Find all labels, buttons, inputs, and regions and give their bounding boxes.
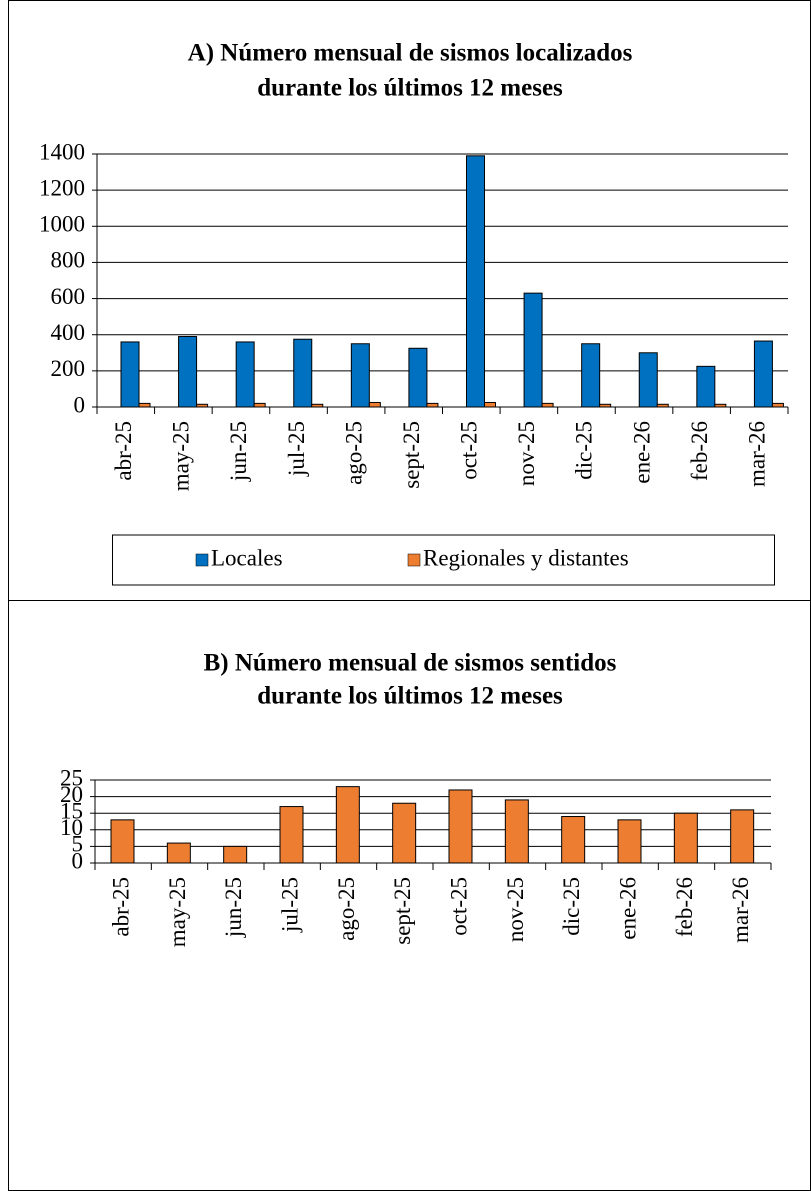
x-tick-label: abr-25 — [108, 877, 133, 937]
chart-title: A) Número mensual de sismos localizados — [188, 40, 633, 67]
x-tick-label: ago-25 — [341, 421, 366, 485]
bar — [120, 341, 140, 408]
chart-subtitle: durante los últimos 12 meses — [257, 683, 563, 710]
bar — [279, 806, 304, 864]
x-tick-label: mar-26 — [728, 877, 753, 943]
bar — [392, 802, 417, 864]
bar — [166, 842, 191, 864]
bar — [223, 845, 248, 864]
x-tick-label: sept-25 — [390, 877, 415, 945]
x-tick-label: oct-25 — [446, 877, 471, 936]
bar — [253, 402, 266, 408]
x-tick-label: dic-25 — [572, 421, 597, 480]
bar — [408, 347, 428, 408]
x-tick-label: ene-26 — [629, 421, 654, 484]
y-tick-label: 25 — [60, 765, 83, 790]
x-tick-label: jul-25 — [284, 421, 309, 477]
y-tick-label: 200 — [51, 356, 86, 381]
legend-box — [112, 534, 775, 586]
bar — [673, 812, 698, 864]
chart-title: B) Número mensual de sismos sentidos — [204, 650, 617, 677]
bar — [581, 343, 601, 408]
y-tick-label: 5 — [72, 832, 84, 857]
chart-subtitle: durante los últimos 12 meses — [257, 75, 563, 102]
y-tick-label: 15 — [60, 798, 83, 823]
x-tick-label: ago-25 — [334, 877, 359, 941]
bar — [771, 402, 784, 408]
x-tick-label: ene-26 — [615, 877, 640, 940]
x-tick-label: jun-25 — [221, 877, 246, 938]
x-tick-label: may-25 — [165, 877, 190, 947]
y-tick-label: 0 — [74, 392, 86, 417]
bar — [110, 819, 135, 864]
bar — [753, 340, 773, 408]
bar — [561, 816, 586, 864]
y-tick-label: 600 — [51, 284, 86, 309]
bar — [178, 336, 198, 408]
y-tick-label: 1200 — [39, 175, 85, 200]
x-tick-label: jul-25 — [277, 877, 302, 933]
x-tick-label: sept-25 — [399, 421, 424, 489]
y-tick-label: 0 — [72, 848, 84, 873]
legend-label: Locales — [211, 545, 283, 570]
bar — [541, 402, 554, 408]
bar — [523, 292, 543, 408]
x-tick-label: oct-25 — [457, 421, 482, 480]
bar — [638, 352, 658, 408]
bar — [335, 786, 360, 864]
bar — [448, 789, 473, 864]
y-tick-label: 1000 — [39, 212, 85, 237]
legend-swatch — [407, 553, 421, 567]
bar — [426, 402, 439, 408]
x-tick-label: feb-26 — [672, 877, 697, 937]
bar — [617, 819, 642, 864]
x-tick-label: dic-25 — [559, 877, 584, 936]
x-tick-label: nov-25 — [514, 421, 539, 486]
bar — [484, 401, 496, 408]
bar — [466, 155, 485, 408]
x-tick-label: jun-25 — [226, 421, 251, 482]
y-tick-label: 800 — [51, 248, 86, 273]
x-tick-label: nov-25 — [503, 877, 528, 942]
legend-swatch — [195, 553, 209, 567]
y-tick-label: 1400 — [39, 139, 85, 164]
bar — [235, 341, 255, 408]
x-tick-label: mar-26 — [744, 421, 769, 487]
bar — [350, 343, 370, 408]
y-tick-label: 10 — [60, 815, 83, 840]
bar — [368, 401, 381, 408]
y-tick-label: 400 — [51, 320, 86, 345]
x-tick-label: abr-25 — [111, 421, 136, 481]
y-tick-label: 20 — [60, 782, 83, 807]
bar — [138, 402, 151, 408]
x-tick-label: may-25 — [169, 421, 194, 491]
bar — [293, 338, 313, 408]
legend-label: Regionales y distantes — [423, 545, 629, 570]
bar — [504, 799, 529, 864]
bar — [730, 809, 755, 864]
x-tick-label: feb-26 — [687, 421, 712, 481]
bar — [696, 365, 716, 408]
